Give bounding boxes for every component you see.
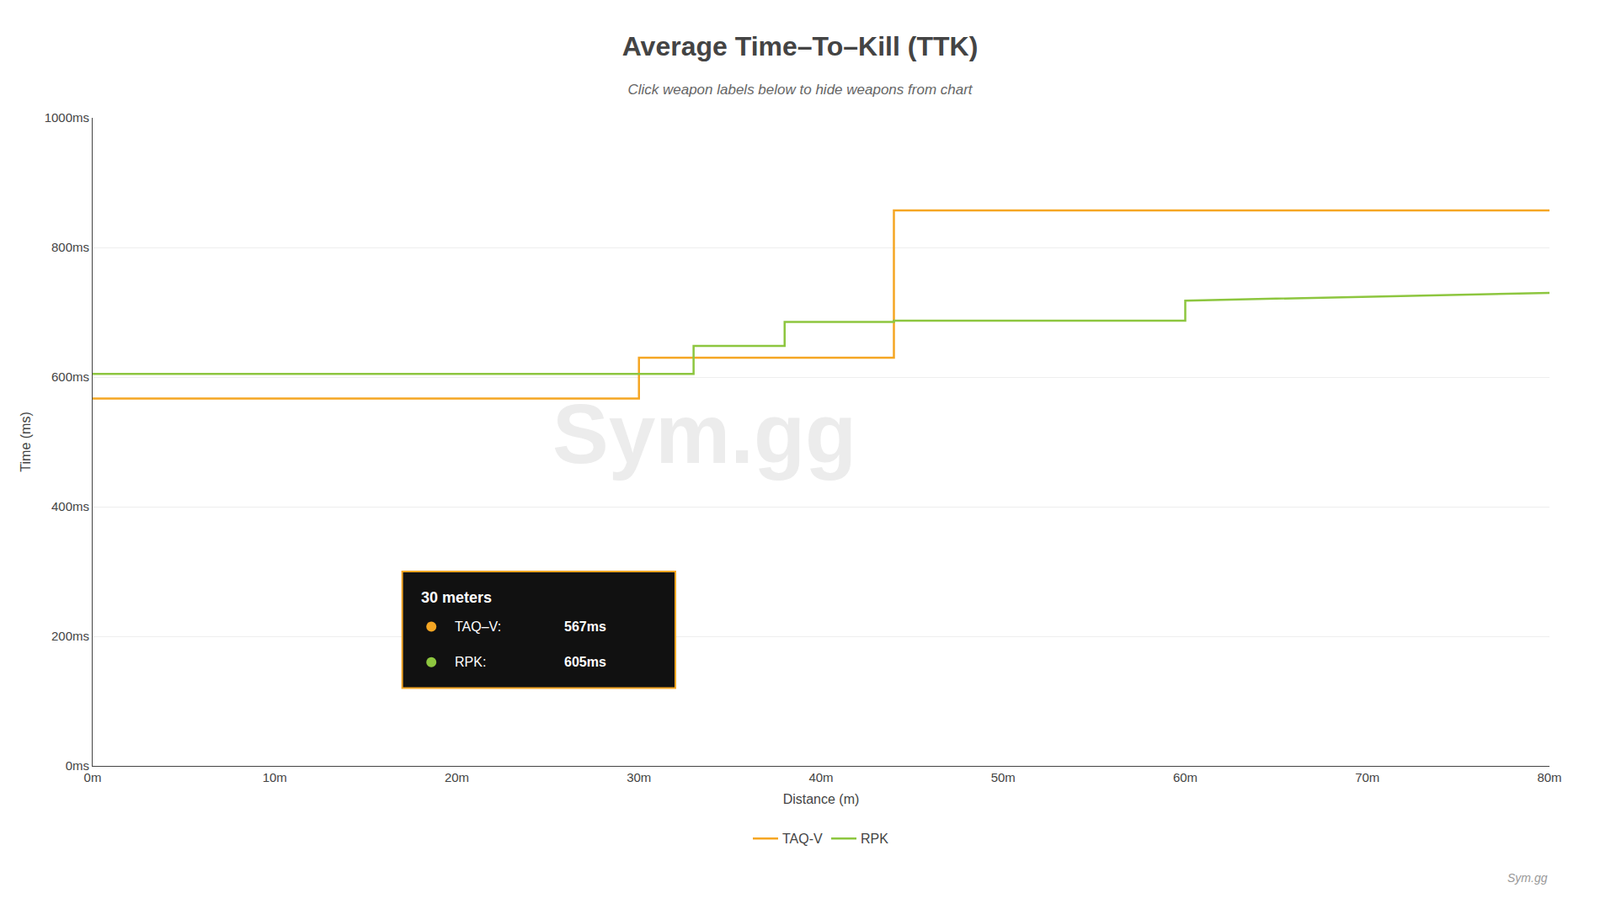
svg-text:Click weapon labels below to h: Click weapon labels below to hide weapon… [627,81,973,98]
svg-text:0ms: 0ms [65,758,90,774]
svg-text:Time (ms): Time (ms) [18,411,33,472]
svg-text:200ms: 200ms [51,629,90,644]
svg-text:20m: 20m [444,770,470,785]
svg-text:RPK:: RPK: [454,655,486,670]
svg-text:800ms: 800ms [51,240,90,255]
svg-text:RPK: RPK [860,832,889,847]
svg-text:Distance (m): Distance (m) [783,792,860,807]
svg-text:TAQ–V:: TAQ–V: [454,619,502,635]
svg-text:40m: 40m [808,770,833,785]
svg-text:Sym.gg: Sym.gg [1507,871,1548,886]
svg-text:30m: 30m [626,770,651,785]
svg-text:600ms: 600ms [51,369,90,384]
svg-text:400ms: 400ms [51,499,90,514]
svg-text:Sym.gg: Sym.gg [552,386,857,481]
svg-text:1000ms: 1000ms [44,110,90,125]
svg-text:10m: 10m [262,770,288,785]
svg-text:50m: 50m [991,770,1016,785]
svg-text:Average Time–To–Kill (TTK): Average Time–To–Kill (TTK) [622,31,979,62]
svg-text:70m: 70m [1354,770,1380,785]
svg-text:605ms: 605ms [564,655,607,670]
svg-text:567ms: 567ms [564,619,607,635]
svg-text:TAQ-V: TAQ-V [782,832,823,847]
svg-text:80m: 80m [1536,770,1562,785]
svg-text:0m: 0m [84,770,102,785]
svg-text:30 meters: 30 meters [421,589,492,607]
svg-text:60m: 60m [1173,770,1198,785]
